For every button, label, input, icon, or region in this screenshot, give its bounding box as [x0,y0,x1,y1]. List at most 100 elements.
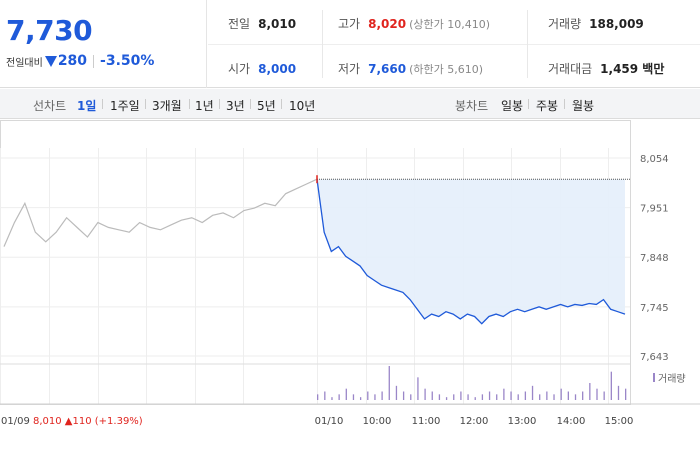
change-divider [93,54,95,68]
y-tick-label: 8,054 [640,154,669,165]
volume-bar [474,397,476,400]
stat-volume: 거래량 188,009 [548,17,644,31]
candle-chart-label: 봉차트 [455,99,489,113]
volume-bar [625,388,627,400]
volume-bar [417,377,419,400]
volume-bar [617,385,620,400]
tab-monthly-candle[interactable]: 월봉 [572,99,595,113]
tab-1year[interactable]: 1년 [195,99,214,113]
volume-bar [546,391,548,400]
volume-bar [331,397,333,400]
price-line [316,179,626,325]
volume-bar [410,394,412,400]
change-label: 전일대비 [6,57,43,69]
change-row: 전일대비 280 -3.50% [6,53,154,69]
summary-col-divider [527,10,528,78]
volume-bar [503,388,505,400]
volume-bar [453,394,455,400]
volume-bar [510,391,512,400]
volume-bar [438,394,441,400]
x-tick-label: 15:00 [605,416,634,427]
volume-bar [431,391,433,400]
tab-divider [528,99,529,109]
tab-3month[interactable]: 3개월 [152,99,182,113]
volume-bar [460,391,462,400]
volume-bar [467,394,469,400]
tab-divider [189,99,190,109]
x-tick-label: 13:00 [508,416,537,427]
line-chart-label: 선차트 [33,99,67,113]
x-tick-label: 11:00 [412,416,441,427]
current-price: 7,730 [6,14,93,47]
volume-bar [324,391,326,400]
volume-bar [553,394,555,400]
prev-day-label: 01/09 8,010 ▲110 (+1.39%) [1,416,143,427]
volume-bar [582,391,584,400]
volume-bar [338,394,340,400]
volume-bar [317,394,319,400]
x-tick-label: 01/10 [315,416,344,427]
volume-bar [496,394,498,400]
volume-bar [539,394,541,400]
tab-5year[interactable]: 5년 [257,99,276,113]
tab-weekly-candle[interactable]: 주봉 [536,99,559,113]
tab-divider [250,99,251,109]
volume-bar [517,394,519,400]
volume-bar [395,385,398,400]
volume-bar [374,394,376,400]
volume-bar [610,371,612,400]
stat-high: 고가 8,020 (상한가 10,410) [338,17,490,31]
chart-tab-bar: 선차트 1일 1주일 3개월 1년 3년 5년 10년 봉차트 일봉 주봉 월봉 [0,89,700,119]
volume-bar [381,391,383,400]
change-rate: -3.50% [100,53,155,69]
stat-amount: 거래대금 1,459 백만 [548,62,665,76]
price-block: 7,730 전일대비 280 -3.50% [0,0,207,88]
tab-daily-candle[interactable]: 일봉 [501,99,524,113]
tab-1week[interactable]: 1주일 [110,99,140,113]
volume-bar [567,391,569,400]
volume-legend-swatch [653,373,655,382]
volume-bar [352,394,355,400]
tab-10year[interactable]: 10년 [289,99,316,113]
volume-bar [524,391,527,400]
volume-bar [481,394,484,400]
change-value: 280 [57,53,88,69]
volume-bar [359,397,362,400]
stock-summary: 7,730 전일대비 280 -3.50% 전일 8,010 고가 8,020 (상한… [0,0,700,88]
x-tick-label: 12:00 [460,416,489,427]
tab-divider [564,99,565,109]
volume-bar [388,366,390,400]
tab-1day[interactable]: 1일 [77,99,97,113]
stat-prev-close: 전일 8,010 [228,17,297,31]
volume-legend-label: 거래량 [658,373,686,385]
prev-day-line [3,178,318,247]
x-tick-label: 14:00 [557,416,586,427]
y-tick-label: 7,951 [640,204,669,215]
volume-bar [345,388,347,400]
y-tick-label: 7,745 [640,303,669,314]
volume-bar [367,391,369,400]
stat-open: 시가 8,000 [228,62,297,76]
volume-bar [596,388,598,400]
volume-bar [531,385,534,400]
tab-divider [145,99,146,109]
volume-bar [445,397,448,400]
tab-divider [281,99,282,109]
tab-divider [219,99,220,109]
x-tick-label: 10:00 [363,416,392,427]
y-tick-label: 7,643 [640,352,669,363]
volume-bar [560,388,562,400]
volume-bar [574,394,577,400]
tab-divider [102,99,103,109]
summary-col-divider [322,10,323,78]
volume-bar [424,388,426,400]
volume-bar [402,391,405,400]
intraday-chart: 8,054 7,951 7,848 7,745 7,643 거래량 01/10 10:00 11… [0,120,700,427]
summary-row-divider [208,44,700,45]
tab-3year[interactable]: 3년 [226,99,245,113]
volume-bar [589,383,591,400]
volume-bar [603,391,605,400]
y-tick-label: 7,848 [640,253,669,264]
volume-bar [488,391,491,400]
down-triangle-icon [44,55,57,67]
